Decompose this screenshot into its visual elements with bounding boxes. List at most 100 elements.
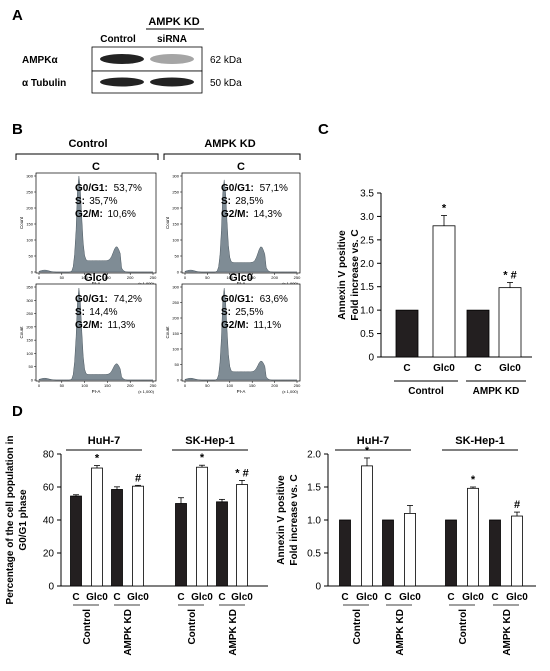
flow-x-tick-label: 150 — [249, 275, 256, 280]
bar-glc0 — [404, 513, 416, 587]
group-label: AMPK KD — [228, 609, 239, 656]
panel-label-d: D — [12, 403, 23, 420]
flow-y-label: Count — [19, 326, 24, 339]
flow-y-tick-label: 50 — [175, 254, 180, 259]
bar-glc0 — [132, 485, 144, 587]
y-axis-label-line2: G0/G1 phase — [18, 489, 29, 551]
flow-y-label: Count — [19, 216, 24, 229]
flow-histogram — [38, 176, 153, 273]
y-tick-label: 80 — [43, 450, 55, 461]
flow-stat-value: 74,2% — [114, 294, 142, 305]
flow-bracket-ampkkd — [163, 153, 301, 160]
group-label: Control — [352, 609, 363, 645]
bar-control — [216, 501, 228, 587]
bar-glc0 — [432, 225, 456, 358]
blot-size-ampk: 62 kDa — [210, 55, 242, 66]
flow-y-tick-label: 300 — [26, 174, 33, 179]
flow-x-tick-label: 50 — [205, 275, 210, 280]
blot-protein-ampk: AMPKα — [22, 55, 58, 66]
flow-x-tick-label: 0 — [38, 275, 41, 280]
blot-strip-tubulin — [91, 70, 203, 94]
flow-y-tick-label: 250 — [172, 190, 179, 195]
flow-x-unit: (x 1,000) — [138, 281, 154, 286]
flow-stat-key: G2/M: — [221, 209, 249, 220]
flow-stat-key: G0/G1: — [75, 183, 108, 194]
flow-stat-value: 57,1% — [260, 183, 288, 194]
flow-stat-key: G2/M: — [75, 320, 103, 331]
flow-y-tick-label: 100 — [172, 347, 179, 352]
bar-label: Glc0 — [462, 592, 484, 603]
bar-label: C — [218, 592, 225, 603]
flow-stat-key: G0/G1: — [75, 294, 108, 305]
y-tick-label: 2.0 — [360, 259, 374, 270]
flow-histogram-frame — [35, 283, 157, 382]
flow-y-tick-label: 150 — [26, 338, 33, 343]
bar-control — [382, 519, 394, 587]
bar-label: C — [447, 592, 454, 603]
flow-y-tick-label: 0 — [31, 378, 34, 383]
flow-y-tick-label: 200 — [172, 206, 179, 211]
cell-line-title: HuH-7 — [88, 435, 120, 447]
group-label-ampkkd: AMPK KD — [473, 386, 520, 397]
flow-y-tick-label: 100 — [26, 351, 33, 356]
flow-y-tick-label: 300 — [172, 174, 179, 179]
flow-panel-title: Glc0 — [229, 272, 253, 284]
y-tick-label: 0.5 — [307, 549, 321, 560]
flow-x-tick-label: 100 — [226, 275, 233, 280]
flow-panel-title: Glc0 — [84, 272, 108, 284]
cell-line-title: SK-Hep-1 — [455, 435, 505, 447]
flow-x-label: PI-A — [237, 389, 246, 394]
bar-label: Glc0 — [231, 592, 253, 603]
bar-glc0 — [498, 287, 522, 358]
bar-control — [70, 495, 82, 587]
flow-histogram — [184, 288, 297, 381]
flow-x-unit: (x 1,000) — [282, 281, 298, 286]
flow-y-tick-label: 150 — [26, 222, 33, 227]
y-tick-label: 3.5 — [360, 189, 374, 200]
blot-size-tubulin: 50 kDa — [210, 78, 242, 89]
flow-panel-title: C — [237, 161, 245, 173]
flow-stat-value: 10,6% — [108, 209, 136, 220]
flow-stat-value: 63,6% — [260, 294, 288, 305]
flow-stat-value: 11,1% — [254, 320, 282, 331]
flow-y-tick-label: 200 — [172, 316, 179, 321]
significance-mark: * — [365, 445, 370, 457]
bar-label: Glc0 — [399, 592, 421, 603]
flow-histogram-frame — [181, 283, 301, 382]
bar-glc0 — [196, 466, 208, 587]
bar-control — [445, 519, 457, 587]
y-tick-label: 0.5 — [360, 329, 374, 340]
flow-x-tick-label: 0 — [184, 275, 187, 280]
flow-x-unit: (x 1,000) — [282, 389, 298, 394]
flow-y-tick-label: 50 — [29, 254, 34, 259]
flow-y-label: Count — [165, 216, 170, 229]
bar-control — [395, 309, 419, 358]
flow-x-tick-label: 200 — [271, 275, 278, 280]
significance-mark: * — [200, 452, 205, 464]
flow-y-tick-label: 100 — [172, 238, 179, 243]
flow-x-tick-label: 150 — [104, 383, 111, 388]
flow-histogram-frame — [181, 172, 301, 274]
flow-y-tick-label: 300 — [172, 285, 179, 290]
y-tick-label: 60 — [43, 483, 55, 494]
y-tick-label: 0 — [48, 582, 54, 593]
significance-mark: * — [471, 474, 476, 486]
western-blot: AMPK KD Control siRNA AMPKα α Tubulin 62… — [22, 16, 242, 94]
flow-stat-key: S: — [221, 307, 231, 318]
flow-stat-key: G0/G1: — [221, 183, 254, 194]
y-axis-label-line2: Fold increase vs. C — [289, 474, 300, 565]
flow-x-label: PI-A — [92, 389, 101, 394]
chart-d-left: 0 20 40 60 80 Percentage of the cell populati… — [5, 435, 268, 656]
flow-x-tick-label: 150 — [249, 383, 256, 388]
y-tick-label: 2.0 — [307, 450, 321, 461]
flow-x-tick-label: 150 — [104, 275, 111, 280]
flow-stat-key: S: — [75, 307, 85, 318]
flow-bracket-control — [15, 153, 159, 160]
bar-control — [111, 489, 123, 587]
group-label: Control — [458, 609, 469, 645]
y-tick-label: 20 — [43, 549, 55, 560]
flow-x-tick-label: 250 — [294, 275, 301, 280]
flow-x-tick-label: 250 — [150, 383, 157, 388]
cell-line-title: SK-Hep-1 — [185, 435, 235, 447]
